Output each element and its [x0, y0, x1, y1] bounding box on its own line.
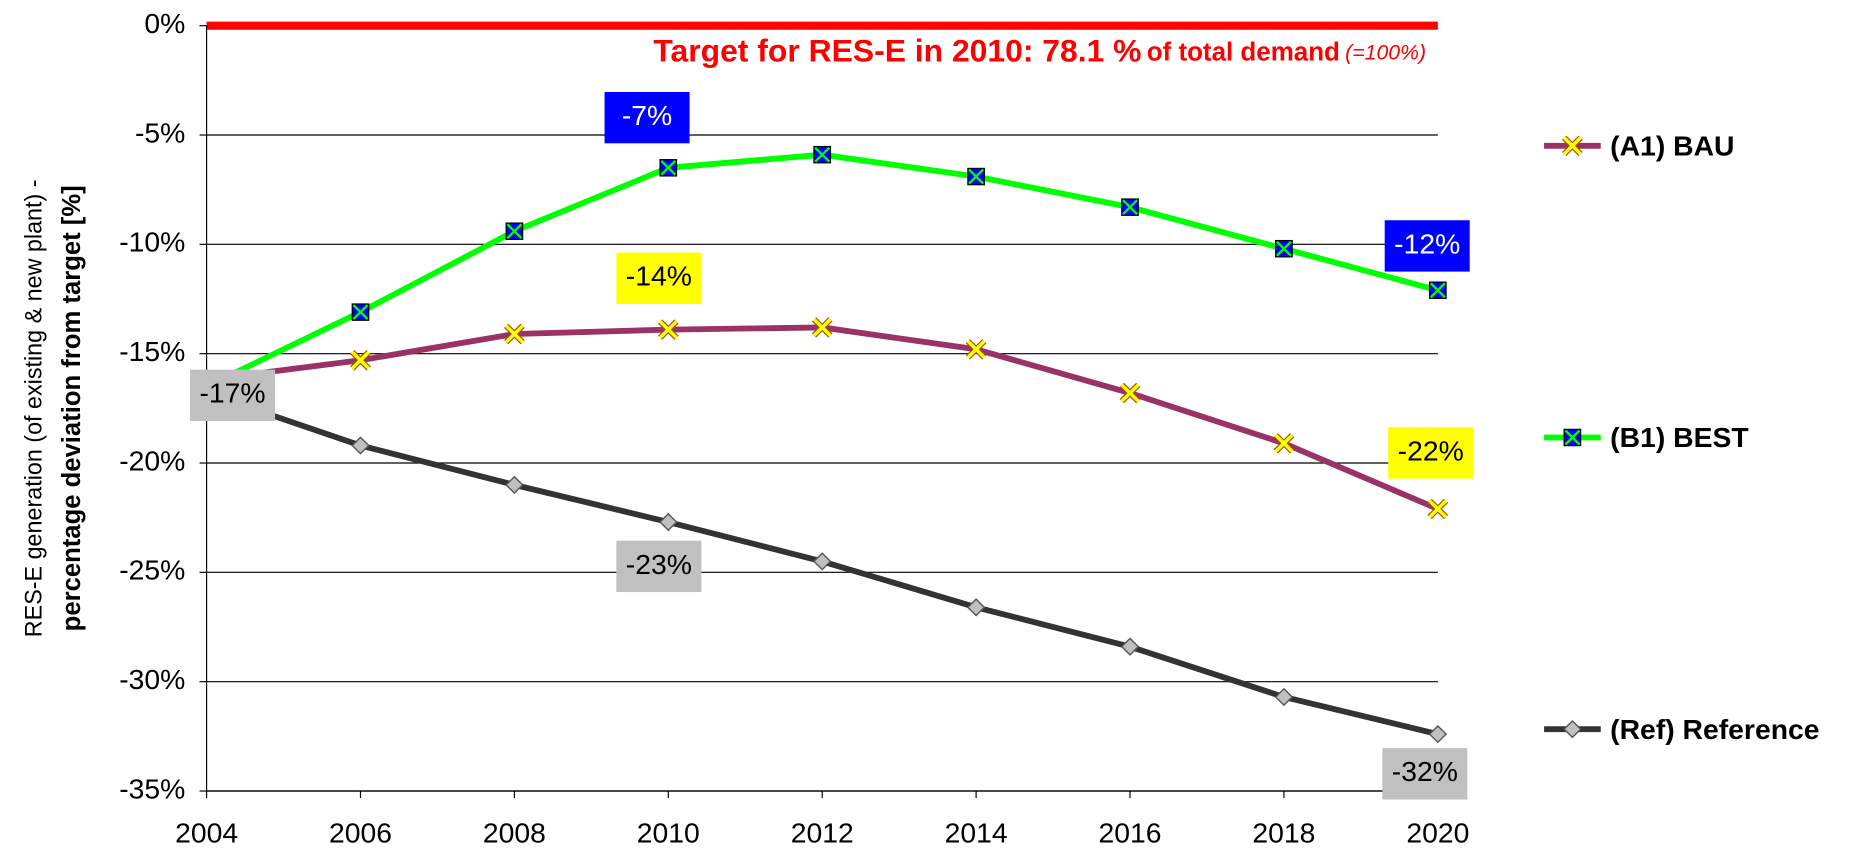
marker-shape: [1428, 724, 1448, 744]
x-tick-label: 2018: [1252, 818, 1315, 849]
marker-shape: [1428, 499, 1448, 519]
data-label-box: [604, 91, 690, 144]
data-label: -14%: [626, 261, 692, 292]
marker: [1562, 135, 1583, 157]
marker-shape: [352, 304, 369, 320]
legend-label: (A1) BAU: [1610, 131, 1734, 162]
marker-shape: [1429, 282, 1446, 299]
marker: [659, 512, 678, 532]
target-text: Target for RES-E in 2010: 78.1 %: [653, 33, 1141, 69]
marker: [351, 303, 370, 321]
data-label-box: [1384, 220, 1470, 272]
marker: [505, 222, 524, 240]
marker: [504, 323, 525, 345]
x-tick-label: 2008: [483, 818, 546, 849]
data-label: -17%: [199, 378, 265, 409]
x-tick-label: 2012: [791, 818, 854, 849]
marker: [657, 319, 679, 340]
marker-shape: [659, 512, 678, 532]
x-tick-label: 2004: [175, 818, 238, 849]
series-line: [206, 324, 1439, 512]
marker: [505, 475, 524, 495]
target-annotation: Target for RES-E in 2010: 78.1 % of tota…: [653, 33, 1426, 69]
y-tick-label: -20%: [119, 446, 185, 477]
data-label-box: [616, 252, 702, 304]
marker: [1563, 428, 1582, 447]
series-line: [205, 151, 1439, 390]
marker: [966, 598, 986, 617]
data-label: -7%: [622, 100, 672, 131]
legend-label: (Ref) Reference: [1610, 714, 1819, 745]
x-tick-label: 2010: [637, 818, 700, 849]
marker-shape: [1276, 240, 1292, 257]
marker: [811, 317, 833, 338]
marker: [350, 349, 371, 371]
data-label-box: [1388, 427, 1474, 479]
x-tick-label: 2016: [1099, 818, 1162, 849]
marker-shape: [1120, 637, 1140, 656]
marker-shape: [1562, 136, 1582, 156]
marker-shape: [351, 436, 370, 455]
data-label-box: [1382, 748, 1468, 800]
marker-shape: [812, 552, 832, 571]
target-text: of total demand: [1147, 39, 1340, 67]
marker: [1428, 281, 1447, 300]
y-tick-label: -30%: [119, 664, 185, 695]
data-label: -23%: [626, 549, 692, 580]
marker-shape: [660, 159, 677, 176]
marker: [1275, 239, 1293, 258]
x-tick-label: 2020: [1406, 818, 1469, 849]
data-label: -32%: [1392, 756, 1458, 787]
marker: [812, 552, 832, 571]
marker: [1428, 724, 1448, 744]
marker-shape: [1564, 429, 1581, 446]
y-tick-label: -10%: [119, 227, 185, 258]
y-tick-label: -35%: [119, 774, 185, 805]
marker: [1563, 720, 1582, 739]
y-tick-label: -25%: [119, 555, 185, 586]
y-tick-label: -15%: [119, 336, 185, 367]
marker-shape: [1274, 433, 1294, 453]
data-label: -22%: [1398, 435, 1464, 466]
marker-shape: [350, 350, 371, 370]
marker: [1274, 687, 1294, 707]
data-label-box: [616, 540, 702, 593]
marker: [1120, 637, 1140, 656]
marker-shape: [506, 223, 523, 240]
marker: [967, 167, 985, 186]
marker: [965, 339, 987, 360]
marker-shape: [966, 339, 986, 359]
marker: [659, 159, 678, 177]
data-label: -12%: [1394, 228, 1460, 259]
marker-shape: [504, 324, 524, 344]
x-tick-label: 2006: [329, 818, 392, 849]
marker: [1427, 498, 1449, 520]
marker-shape: [1563, 720, 1582, 739]
target-text: (=100%): [1345, 41, 1426, 64]
y-tick-label: 0%: [144, 8, 185, 39]
data-label-box: [190, 369, 276, 422]
marker: [813, 145, 832, 164]
x-tick-label: 2014: [945, 818, 1008, 849]
marker-shape: [812, 318, 832, 337]
marker: [1273, 433, 1295, 454]
legend-label: (B1) BEST: [1610, 422, 1748, 453]
y-tick-label: -5%: [135, 118, 185, 149]
marker: [351, 436, 370, 455]
marker: [1121, 198, 1139, 216]
marker-shape: [1122, 199, 1138, 215]
y-axis-label: percentage deviation from target [%]: [58, 185, 86, 631]
marker-shape: [968, 168, 985, 185]
marker-shape: [814, 146, 831, 163]
marker-shape: [1274, 687, 1294, 707]
marker-shape: [505, 475, 524, 495]
marker-shape: [1120, 383, 1140, 403]
marker: [1119, 382, 1141, 404]
marker-shape: [966, 598, 986, 617]
marker-shape: [658, 320, 678, 340]
y-axis-label: RES-E generation (of existing & new plan…: [21, 179, 47, 637]
